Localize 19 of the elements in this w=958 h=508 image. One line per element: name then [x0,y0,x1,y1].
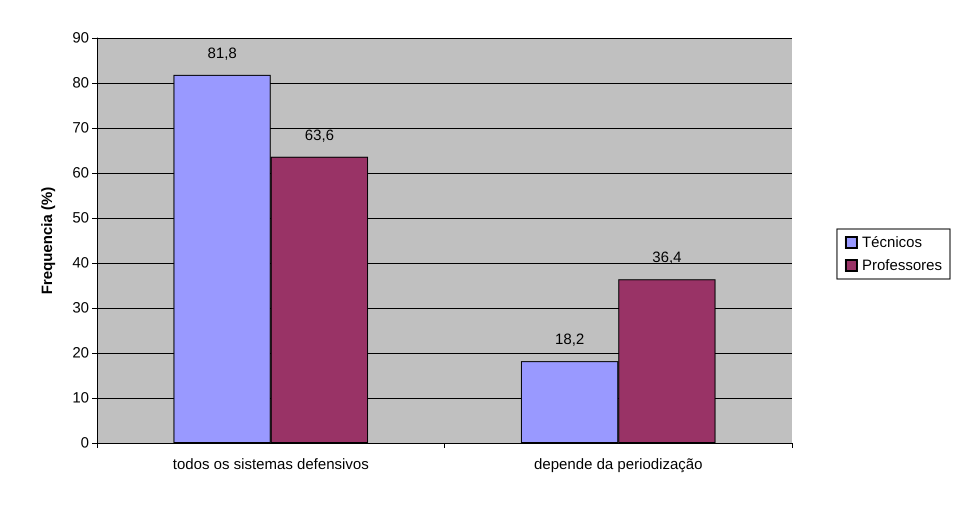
x-tick-label: depende da periodização [534,456,702,473]
data-label: 18,2 [555,331,584,348]
data-label: 81,8 [208,44,237,62]
y-tick-label: 50 [72,210,89,226]
data-label: 63,6 [304,126,334,144]
y-tick-label: 90 [72,30,89,46]
y-tick-label: 10 [72,390,89,406]
y-axis-title: Frequencia (%) [39,186,56,294]
x-tick-label: todos os sistemas defensivos [172,456,369,473]
y-tick-label: 20 [72,344,89,362]
y-tick-label: 30 [72,300,89,316]
legend-label: Professores [862,257,942,274]
y-tick-label: 80 [72,74,89,92]
y-tick-label: 60 [72,164,89,182]
y-tick-label: 70 [72,120,89,136]
y-tick-label: 0 [80,434,89,452]
data-label: 36,4 [652,249,682,266]
y-tick-label: 40 [72,254,89,272]
legend-label: Técnicos [862,234,922,251]
